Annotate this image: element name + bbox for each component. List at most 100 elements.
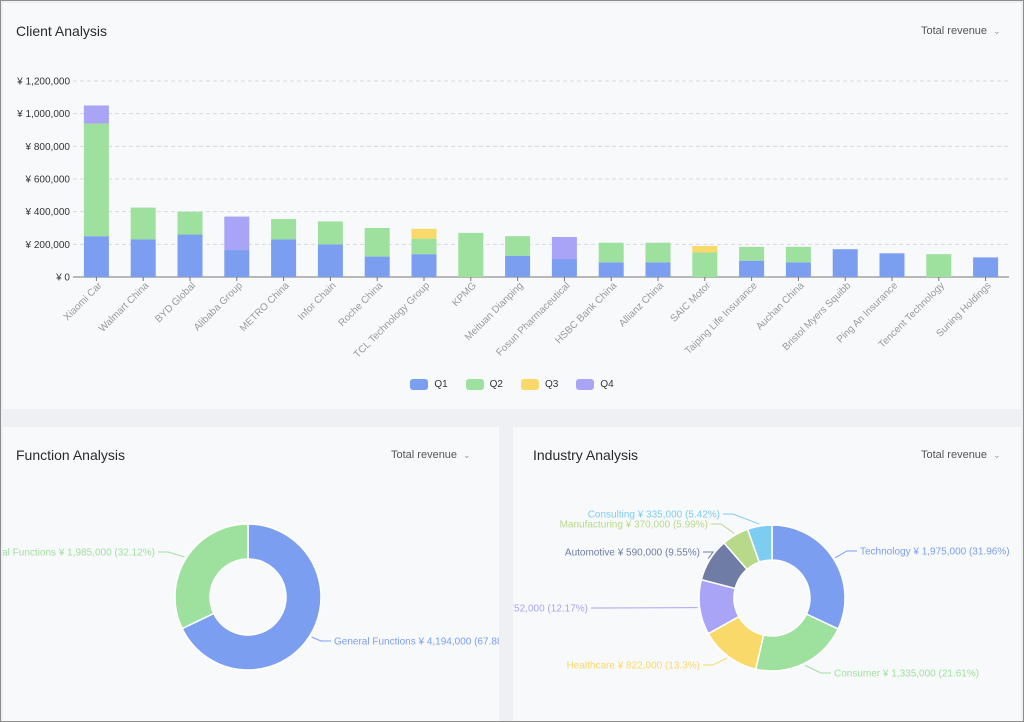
bar-segment-q1[interactable] xyxy=(177,234,203,277)
chevron-down-icon: ⌄ xyxy=(463,449,471,460)
bar-segment-q2[interactable] xyxy=(598,242,624,263)
industry-donut-chart: Technology ¥ 1,975,000 (31.96%) Consumer … xyxy=(513,510,1010,680)
bar-segment-q3[interactable] xyxy=(411,228,437,239)
bar-segment-q1[interactable] xyxy=(224,250,250,277)
bar-segment-q2[interactable] xyxy=(692,252,718,278)
label-leader-line xyxy=(835,550,857,559)
bar-segment-q2[interactable] xyxy=(411,238,437,255)
legend-item-q2[interactable]: Q2 xyxy=(465,379,503,390)
legend-label: Q4 xyxy=(600,379,614,390)
legend-label: Q1 xyxy=(434,379,448,390)
label-leader-line xyxy=(703,657,728,666)
legend-label: Q3 xyxy=(545,379,559,390)
label-leader-line xyxy=(158,551,185,558)
y-tick-label: ¥ 400,000 xyxy=(25,207,71,218)
x-tick-label: SAIC Motor xyxy=(669,280,714,325)
y-tick-label: ¥ 800,000 xyxy=(25,142,71,153)
bar-segment-q1[interactable] xyxy=(505,255,531,277)
bar-segment-q2[interactable] xyxy=(785,246,811,263)
donut-slice[interactable] xyxy=(754,613,840,672)
x-tick-label: KPMG xyxy=(450,280,479,309)
bar-segment-q2[interactable] xyxy=(458,232,484,277)
legend-swatch xyxy=(521,379,539,390)
x-tick-label: Allianz China xyxy=(617,280,666,329)
slice-label: General Functions ¥ 4,194,000 (67.88%) xyxy=(334,637,499,648)
x-tick-label: TCL Technology Group xyxy=(352,280,432,360)
x-tick-label: METRO China xyxy=(238,280,292,334)
bar-segment-q2[interactable] xyxy=(926,254,952,277)
chevron-down-icon: ⌄ xyxy=(993,25,1001,36)
panel-title: Industry Analysis xyxy=(533,447,639,463)
legend-swatch xyxy=(576,379,595,390)
bar-segment-q1[interactable] xyxy=(551,259,577,277)
chart-legend: Q1 Q2 Q3 Q4 xyxy=(3,379,1021,390)
panel-title: Function Analysis xyxy=(16,447,125,463)
bar-segment-q1[interactable] xyxy=(832,249,858,277)
slice-label: Automotive ¥ 590,000 (9.55%) xyxy=(565,548,700,559)
bar-segment-q1[interactable] xyxy=(598,262,624,277)
slice-label: Consumer ¥ 1,335,000 (21.61%) xyxy=(834,669,979,680)
bar-segment-q1[interactable] xyxy=(973,257,999,277)
x-tick-label: BYD Global xyxy=(153,280,198,325)
x-tick-label: Infor Chain xyxy=(296,280,338,322)
bar-segment-q2[interactable] xyxy=(271,219,297,240)
function-donut-chart: General Functions ¥ 4,194,000 (67.88%) Sp… xyxy=(3,523,499,671)
bar-segment-q2[interactable] xyxy=(130,207,156,240)
label-leader-line xyxy=(703,551,714,559)
bar-segment-q3[interactable] xyxy=(692,245,718,253)
label-leader-line xyxy=(723,513,760,525)
bar-segment-q4[interactable] xyxy=(224,216,250,251)
y-tick-label: ¥ 1,000,000 xyxy=(16,109,70,120)
legend-item-q3[interactable]: Q3 xyxy=(521,379,558,390)
legend-item-q1[interactable]: Q1 xyxy=(410,379,448,390)
bar-segment-q1[interactable] xyxy=(317,244,343,277)
bar-segment-q2[interactable] xyxy=(364,228,390,257)
slice-label: Consulting ¥ 335,000 (5.42%) xyxy=(588,510,720,521)
bar-segment-q2[interactable] xyxy=(505,236,531,256)
y-tick-label: ¥ 0 xyxy=(55,273,70,284)
bar-segment-q1[interactable] xyxy=(879,253,905,277)
industry-analysis-panel: Industry Analysis Total revenue ⌄ Techno… xyxy=(513,427,1021,721)
metric-select-label: Total revenue xyxy=(921,449,988,461)
bar-segment-q1[interactable] xyxy=(645,262,671,277)
bar-segment-q4[interactable] xyxy=(83,105,109,124)
bar-segment-q2[interactable] xyxy=(317,221,343,245)
bar-segment-q1[interactable] xyxy=(130,239,156,277)
bar-segment-q1[interactable] xyxy=(83,236,109,277)
x-tick-label: Alibaba Group xyxy=(192,280,245,333)
bar-segment-q1[interactable] xyxy=(364,256,390,277)
slice-label: Financial Services ¥ 752,000 (12.17%) xyxy=(513,604,588,615)
donut-slice[interactable] xyxy=(174,523,249,630)
client-analysis-panel: Client Analysis Total revenue ⌄ ¥ 0 ¥ 200… xyxy=(3,3,1021,409)
metric-select-label: Total revenue xyxy=(391,449,458,461)
label-leader-line xyxy=(311,636,331,642)
label-leader-line xyxy=(711,523,735,534)
legend-swatch xyxy=(465,379,484,390)
bar-segment-q4[interactable] xyxy=(551,236,577,260)
legend-label: Q2 xyxy=(489,379,503,390)
bar-segment-q1[interactable] xyxy=(271,239,297,277)
donut-slice[interactable] xyxy=(771,524,846,630)
donut-slice[interactable] xyxy=(746,524,773,564)
donut-slice[interactable] xyxy=(181,523,322,671)
bar-segment-q2[interactable] xyxy=(83,123,109,237)
bar-segment-q1[interactable] xyxy=(785,262,811,277)
legend-item-q4[interactable]: Q4 xyxy=(576,379,614,390)
slice-label: Manufacturing ¥ 370,000 (5.99%) xyxy=(560,520,708,531)
bar-segment-q2[interactable] xyxy=(177,211,203,235)
legend-swatch xyxy=(410,379,429,390)
metric-select[interactable]: Total revenue ⌄ xyxy=(391,449,471,461)
y-tick-label: ¥ 1,200,000 xyxy=(16,77,70,88)
x-tick-label: Auchan China xyxy=(754,280,807,333)
bar-segment-q2[interactable] xyxy=(645,242,671,263)
bar-segment-q2[interactable] xyxy=(739,246,765,261)
chevron-down-icon: ⌄ xyxy=(993,449,1001,460)
bar-segment-q1[interactable] xyxy=(411,254,437,277)
metric-select[interactable]: Total revenue ⌄ xyxy=(921,25,1001,37)
y-tick-label: ¥ 200,000 xyxy=(25,240,71,251)
metric-select-label: Total revenue xyxy=(921,25,988,37)
metric-select[interactable]: Total revenue ⌄ xyxy=(921,449,1001,461)
bar-segment-q1[interactable] xyxy=(739,260,765,277)
label-leader-line xyxy=(804,664,831,674)
